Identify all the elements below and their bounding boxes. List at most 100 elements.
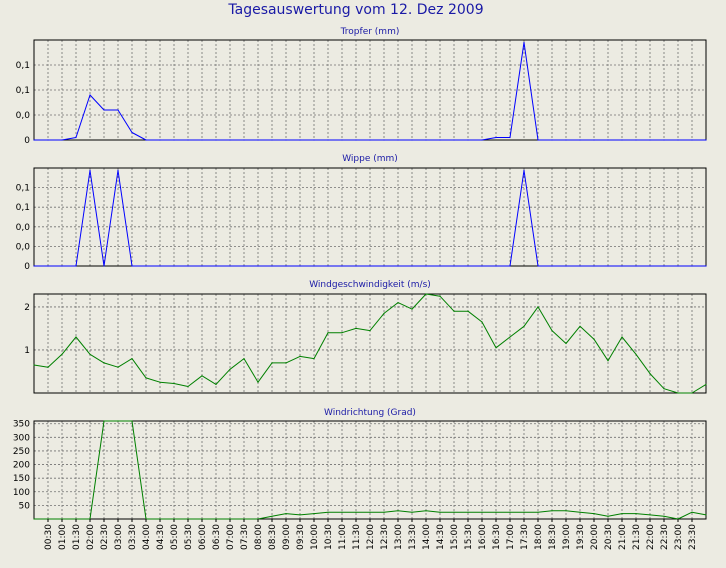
data-point [523,41,525,44]
data-point [131,131,133,134]
data-point [33,265,35,267]
data-point [635,513,637,515]
x-tick-label: 20:30 [604,524,614,550]
x-tick-label: 16:30 [492,524,502,550]
data-point [117,109,119,111]
data-point [509,265,511,267]
data-point [341,511,343,513]
data-point [327,139,329,141]
data-point [299,514,301,516]
data-point [509,136,511,139]
data-point [33,364,35,366]
data-point [285,513,287,515]
x-tick-label: 00:30 [44,524,54,550]
x-tick-label: 22:00 [646,524,656,550]
data-point [369,139,371,141]
data-point [355,139,357,141]
x-tick-label: 10:30 [324,524,334,550]
chart-panel-1: Tropfer (mm) 0 0,0 0,1 0,1 [16,27,707,146]
data-point [663,265,665,267]
data-point [271,139,273,141]
data-point [453,511,455,513]
y-tick-label: 350 [13,420,30,430]
y-tick-label: 50 [19,501,31,511]
data-point [33,139,35,141]
data-point [537,139,539,141]
data-point [705,514,707,516]
data-point [411,265,413,267]
x-tick-label: 05:00 [170,524,180,550]
data-point [47,366,49,368]
data-point [509,336,511,338]
x-tick-label: 23:30 [688,524,698,550]
data-point [411,511,413,513]
data-point [705,265,707,267]
chart-title: Tropfer (mm) [340,27,400,37]
data-point [75,136,77,139]
data-point [271,515,273,517]
x-axis: 00:30 01:00 01:30 02:00 02:30 03:00 03:30 04:00… [44,519,698,550]
data-point [397,302,399,304]
y-tick-label: 0,1 [16,184,30,194]
x-tick-label: 20:00 [590,524,600,550]
data-point [257,265,259,267]
data-point [565,342,567,345]
x-tick-label: 23:00 [674,524,684,550]
data-point [215,383,217,385]
data-point [495,136,497,139]
data-point [621,265,623,267]
x-tick-label: 15:00 [450,524,460,550]
x-tick-label: 06:30 [212,524,222,550]
data-point [523,169,525,171]
data-point [159,265,161,267]
data-point [61,265,63,267]
data-point [299,355,301,357]
data-point [607,360,609,362]
data-point [607,515,609,517]
data-point [271,362,273,364]
y-tick-label: 0,1 [16,86,30,96]
x-tick-label: 08:30 [268,524,278,550]
data-point [467,511,469,513]
data-point [579,325,581,327]
data-point [649,514,651,516]
data-point [453,265,455,267]
data-point [411,308,413,310]
data-point [537,511,539,513]
x-tick-label: 09:00 [282,524,292,550]
data-point [299,265,301,267]
x-tick-label: 16:00 [478,524,488,550]
data-point [47,265,49,267]
data-point [397,265,399,267]
y-tick-label: 200 [13,461,30,471]
y-tick-label: 0 [24,136,30,146]
data-point [257,139,259,141]
data-point [691,265,693,267]
data-point [383,139,385,141]
x-tick-label: 17:30 [520,524,530,550]
data-point [677,139,679,141]
data-point [285,362,287,364]
data-point [89,169,91,171]
data-point [635,139,637,141]
data-point [117,420,119,422]
data-point [355,265,357,267]
data-point [565,139,567,141]
data-point [355,327,357,329]
data-point [537,306,539,308]
data-point [383,265,385,267]
x-tick-label: 21:00 [618,524,628,550]
data-point [621,139,623,141]
data-point [173,382,175,385]
data-point [397,139,399,141]
x-tick-label: 01:30 [72,524,82,550]
y-tick-label: 0,0 [16,242,31,252]
data-point [691,139,693,141]
data-point [481,321,483,323]
data-point [89,94,91,96]
data-point [551,265,553,267]
x-tick-label: 12:00 [366,524,376,550]
data-point [705,383,707,385]
data-point [47,139,49,141]
